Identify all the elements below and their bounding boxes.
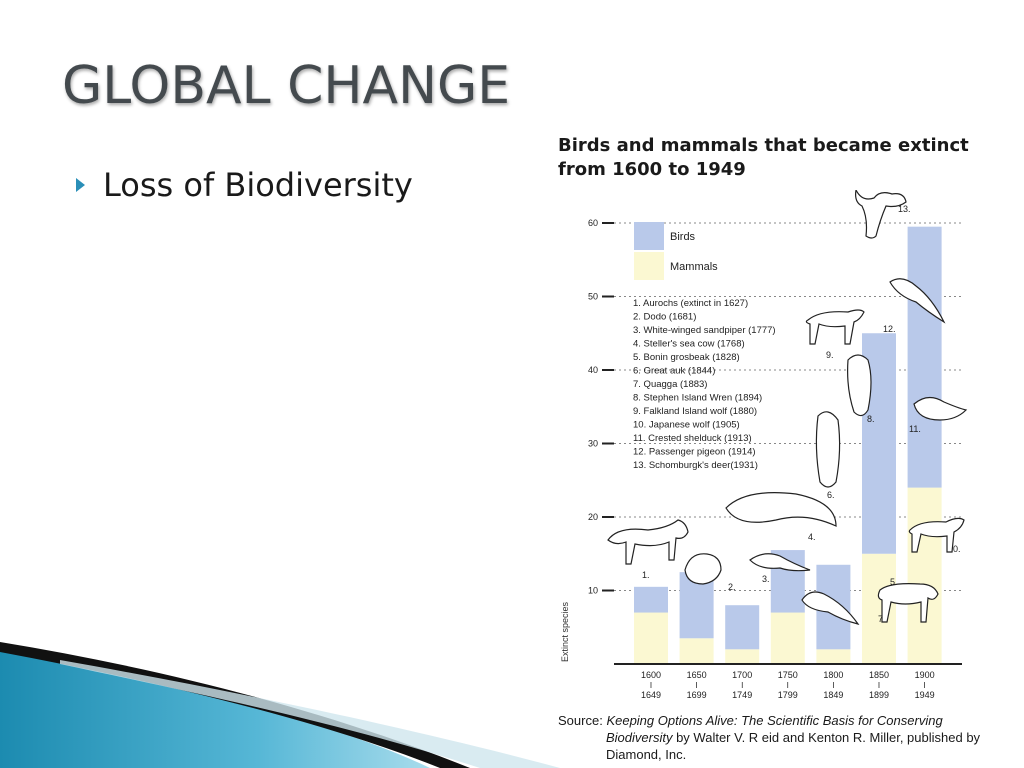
species-marker-label: 9. xyxy=(826,350,834,360)
x-tick-label: 1699 xyxy=(687,690,707,700)
species-annotation: 13. Schomburgk's deer(1931) xyxy=(633,460,758,471)
y-tick-label: 50 xyxy=(588,292,598,302)
bar-mammals xyxy=(862,553,896,664)
x-tick-label: I xyxy=(741,681,743,690)
source-publisher: Diamond, Inc. xyxy=(606,747,687,762)
source-line2: Biodiversity by Walter V. R eid and Kent… xyxy=(558,729,1020,746)
legend-swatch-birds xyxy=(634,222,664,250)
shelduck-icon xyxy=(913,396,968,421)
species-marker-label: 8. xyxy=(867,414,875,424)
aurochs-icon xyxy=(607,519,689,565)
species-marker-label: 10. xyxy=(948,544,961,554)
y-tick-label: 60 xyxy=(588,218,598,228)
species-annotation: 3. White-winged sandpiper (1777) xyxy=(633,325,776,336)
species-marker-label: 6. xyxy=(827,490,835,500)
species-marker-label: 3. xyxy=(762,574,770,584)
japanese-wolf-icon xyxy=(908,517,965,553)
bar-mammals xyxy=(816,649,851,664)
falkland-wolf-icon xyxy=(805,309,865,345)
x-tick-label: I xyxy=(695,681,697,690)
species-marker-label: 5. xyxy=(890,577,898,587)
passenger-pigeon-icon xyxy=(889,278,946,324)
x-tick-label: 1850 xyxy=(869,670,889,680)
legend-label-birds: Birds xyxy=(670,231,696,243)
source-label: Source: xyxy=(558,713,603,728)
chart-title: Birds and mammals that became extinct fr… xyxy=(558,135,969,180)
species-annotation: 8. Stephen Island Wren (1894) xyxy=(633,393,762,404)
y-tick-label: 30 xyxy=(588,439,598,449)
source-citation: Source: Keeping Options Alive: The Scien… xyxy=(558,712,1020,763)
x-tick-label: 1649 xyxy=(641,690,661,700)
bar-mammals xyxy=(679,638,714,664)
species-marker-label: 12. xyxy=(883,324,896,334)
source-title-part1: Keeping Options Alive: The Scientific Ba… xyxy=(606,713,943,728)
species-annotation: 1. Aurochs (extinct in 1627) xyxy=(633,298,748,309)
sea-cow-icon xyxy=(725,492,837,527)
x-tick-label: 1900 xyxy=(915,670,935,680)
y-axis-label: Extinct species xyxy=(560,601,570,662)
species-marker-label: 1. xyxy=(642,570,650,580)
x-tick-label: 1899 xyxy=(869,690,889,700)
x-tick-label: 1749 xyxy=(732,690,752,700)
bar-mammals xyxy=(770,612,805,664)
species-annotation: 9. Falkland Island wolf (1880) xyxy=(633,406,757,417)
y-tick-label: 20 xyxy=(588,512,598,522)
species-annotation: 12. Passenger pigeon (1914) xyxy=(633,447,756,458)
species-marker-label: 2. xyxy=(728,582,736,592)
x-tick-label: 1750 xyxy=(778,670,798,680)
x-tick-label: 1600 xyxy=(641,670,661,680)
source-authors: by Walter V. R eid and Kenton R. Miller,… xyxy=(672,730,981,745)
species-annotation: 4. Steller's sea cow (1768) xyxy=(633,339,745,350)
x-tick-label: 1849 xyxy=(823,690,843,700)
grosbeak-icon xyxy=(801,591,860,625)
bullet-text: Loss of Biodiversity xyxy=(103,166,413,204)
species-annotation: 5. Bonin grosbeak (1828) xyxy=(633,352,740,363)
x-tick-label: I xyxy=(650,681,652,690)
source-title-part2: Biodiversity xyxy=(606,730,673,745)
dodo-icon xyxy=(684,553,722,585)
sandpiper-icon xyxy=(749,553,811,572)
bullet-item: Loss of Biodiversity xyxy=(76,166,413,204)
x-tick-label: 1700 xyxy=(732,670,752,680)
species-marker-label: 4. xyxy=(808,532,816,542)
species-annotation: 6. Great auk (1844) xyxy=(633,366,715,377)
legend-label-mammals: Mammals xyxy=(670,261,718,273)
bullet-triangle-icon xyxy=(76,178,85,192)
x-tick-label: 1949 xyxy=(915,690,935,700)
slide-title: GLOBAL CHANGE xyxy=(62,56,511,116)
decorative-swoosh xyxy=(0,642,560,768)
bar-birds xyxy=(725,605,760,650)
quagga-icon xyxy=(877,583,939,623)
y-tick-label: 40 xyxy=(588,365,598,375)
x-tick-label: I xyxy=(787,681,789,690)
bar-mammals xyxy=(634,612,668,664)
species-annotation: 7. Quagga (1883) xyxy=(633,379,707,390)
legend-swatch-mammals xyxy=(634,252,664,280)
deer-icon xyxy=(855,190,907,239)
wren-icon xyxy=(847,354,872,417)
x-tick-label: 1650 xyxy=(687,670,707,680)
y-tick-label: 10 xyxy=(588,586,598,596)
species-annotation: 11. Crested shelduck (1913) xyxy=(633,433,752,444)
bar-mammals xyxy=(907,487,942,664)
bar-birds xyxy=(907,226,942,488)
x-tick-label: 1799 xyxy=(778,690,798,700)
x-tick-label: 1800 xyxy=(823,670,843,680)
species-annotation: 2. Dodo (1681) xyxy=(633,312,696,323)
x-tick-label: I xyxy=(878,681,880,690)
x-tick-label: I xyxy=(923,681,925,690)
species-marker-label: 11. xyxy=(909,424,921,434)
species-marker-label: 13. xyxy=(898,204,911,214)
great-auk-icon xyxy=(815,411,841,488)
bar-mammals xyxy=(725,649,760,664)
bullet-list: Loss of Biodiversity xyxy=(76,166,413,204)
x-tick-label: I xyxy=(832,681,834,690)
bar-birds xyxy=(634,586,668,613)
species-annotation: 10. Japanese wolf (1905) xyxy=(633,420,740,431)
